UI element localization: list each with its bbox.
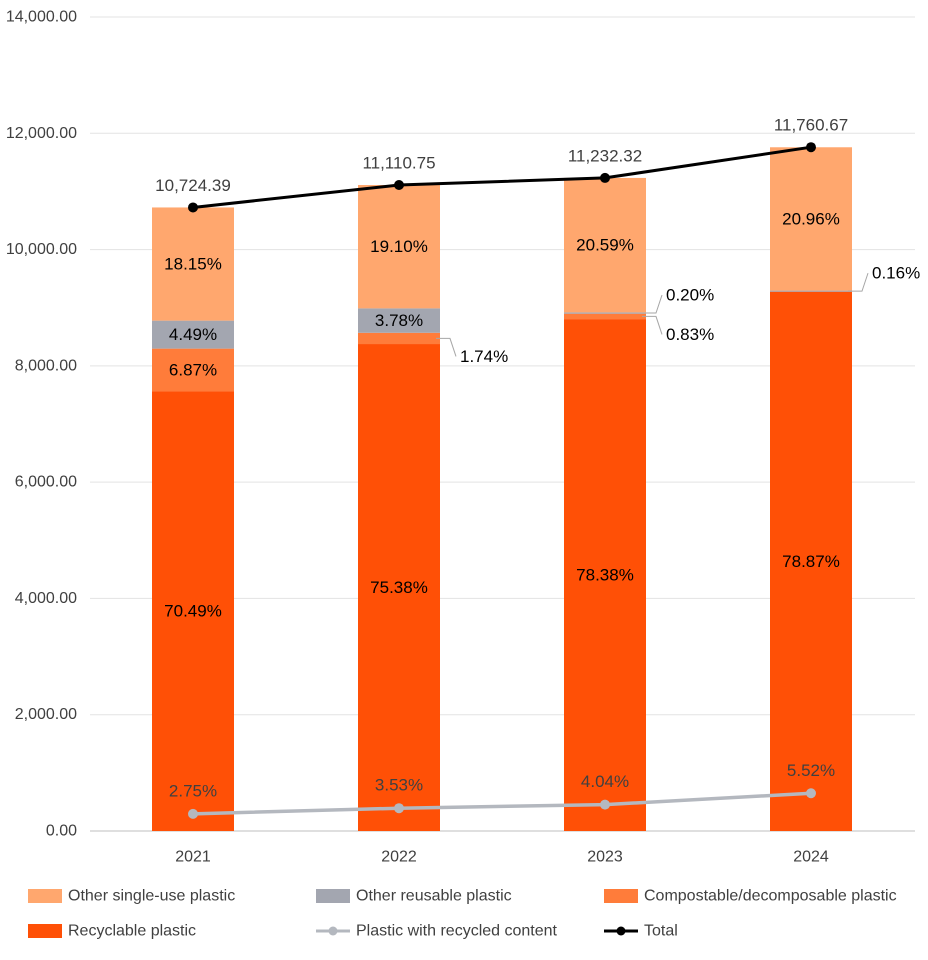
legend-label: Plastic with recycled content — [356, 923, 558, 940]
total-label: 11,110.75 — [362, 153, 435, 172]
bar-segment — [152, 207, 234, 321]
legend-label: Other reusable plastic — [356, 888, 512, 905]
recycled-content-label: 2.75% — [169, 781, 217, 800]
bar-data-label: 20.59% — [576, 236, 634, 255]
bar-data-label: 0.16% — [872, 264, 920, 283]
legend-swatch — [604, 889, 638, 903]
bar-data-label: 19.10% — [370, 237, 428, 256]
x-axis-ticks: 2021 2022 2023 2024 — [175, 849, 829, 866]
y-tick-label: 10,000.00 — [6, 241, 77, 258]
recycled-content-line — [192, 791, 812, 816]
legend-item: Other single-use plastic — [28, 888, 235, 905]
total-label: 11,760.67 — [774, 116, 848, 135]
legend-item: Total — [604, 923, 678, 940]
recycled-content-label: 4.04% — [581, 772, 629, 791]
bar-segment — [152, 391, 234, 831]
legend-item: Compostable/decomposable plastic — [604, 888, 897, 905]
total-point — [188, 202, 198, 213]
bar-data-label: 18.15% — [164, 255, 222, 274]
recycled-content-label: 5.52% — [787, 761, 835, 780]
legend-marker — [616, 926, 626, 936]
total-label: 10,724.39 — [155, 176, 231, 195]
y-tick-label: 8,000.00 — [15, 357, 77, 374]
bar-segment — [770, 291, 852, 832]
bar-data-label: 0.20% — [666, 286, 714, 305]
total-line — [192, 145, 812, 209]
total-point — [394, 179, 404, 190]
bar-data-label: 6.87% — [169, 361, 217, 380]
bars — [152, 147, 852, 832]
y-axis-ticks: 0.00 2,000.00 4,000.00 6,000.00 8,000.00 10,0… — [6, 9, 77, 840]
x-tick-label: 2024 — [793, 849, 829, 866]
label-leader-line — [848, 272, 869, 292]
legend-item: Recyclable plastic — [28, 923, 196, 940]
recycled-content-point — [394, 803, 404, 814]
recycled-content-label: 3.53% — [375, 776, 423, 795]
bar-labels: 70.49% 6.87% 4.49% 18.15% 75.38% 1.74% 3.78% 19… — [164, 209, 920, 620]
line-labels: 2.75% 3.53% 4.04% 5.52% 10,724.39 11,110.75 11… — [155, 116, 848, 801]
y-tick-label: 4,000.00 — [15, 590, 77, 607]
total-point — [806, 142, 816, 153]
bar-data-label: 0.83% — [666, 325, 714, 344]
y-tick-label: 2,000.00 — [15, 706, 77, 723]
bar-segment — [770, 290, 852, 292]
legend: Other single-use plastic Other reusable p… — [28, 888, 897, 940]
y-tick-label: 14,000.00 — [6, 9, 77, 26]
bar-segment — [358, 344, 440, 831]
legend-label: Other single-use plastic — [68, 888, 235, 905]
bar-segment — [564, 319, 646, 831]
bar-data-label: 4.49% — [169, 325, 217, 344]
bar-segment — [770, 147, 852, 291]
bar-segment — [152, 348, 234, 392]
bar-segment — [358, 184, 440, 309]
bar-data-label: 70.49% — [164, 602, 222, 621]
bar-data-label: 78.38% — [576, 566, 634, 585]
label-leader-line — [642, 315, 663, 335]
legend-swatch — [28, 924, 62, 938]
bar-segment — [564, 177, 646, 313]
bar-data-label: 75.38% — [370, 578, 428, 597]
total-label: 11,232.32 — [568, 146, 642, 165]
bar-data-label: 3.78% — [375, 311, 423, 330]
bar-data-label: 78.87% — [782, 552, 840, 571]
bar-segment — [358, 308, 440, 333]
recycled-content-point — [806, 788, 816, 799]
legend-label: Total — [644, 923, 678, 940]
x-tick-label: 2021 — [175, 849, 211, 866]
bar-data-label: 20.96% — [782, 209, 840, 228]
label-leader-line — [642, 294, 663, 314]
legend-item: Plastic with recycled content — [316, 923, 558, 940]
recycled-content-point — [188, 808, 198, 819]
lines — [188, 142, 816, 819]
bar-data-label: 1.74% — [460, 347, 508, 366]
recycled-content-point — [600, 799, 610, 810]
y-tick-label: 6,000.00 — [15, 474, 77, 491]
x-tick-label: 2023 — [587, 849, 623, 866]
bar-segment — [152, 320, 234, 349]
legend-swatch — [28, 889, 62, 903]
y-tick-label: 12,000.00 — [6, 125, 77, 142]
legend-item: Other reusable plastic — [316, 888, 512, 905]
legend-label: Recyclable plastic — [68, 923, 196, 940]
x-tick-label: 2022 — [381, 849, 417, 866]
bar-segment — [564, 313, 646, 320]
legend-label: Compostable/decomposable plastic — [644, 888, 897, 905]
bar-segment — [564, 312, 646, 314]
label-leader-line — [436, 337, 457, 357]
legend-swatch — [316, 889, 350, 903]
bar-segment — [358, 332, 440, 345]
legend-marker — [328, 926, 338, 936]
y-tick-label: 0.00 — [46, 823, 77, 840]
total-point — [600, 172, 610, 183]
